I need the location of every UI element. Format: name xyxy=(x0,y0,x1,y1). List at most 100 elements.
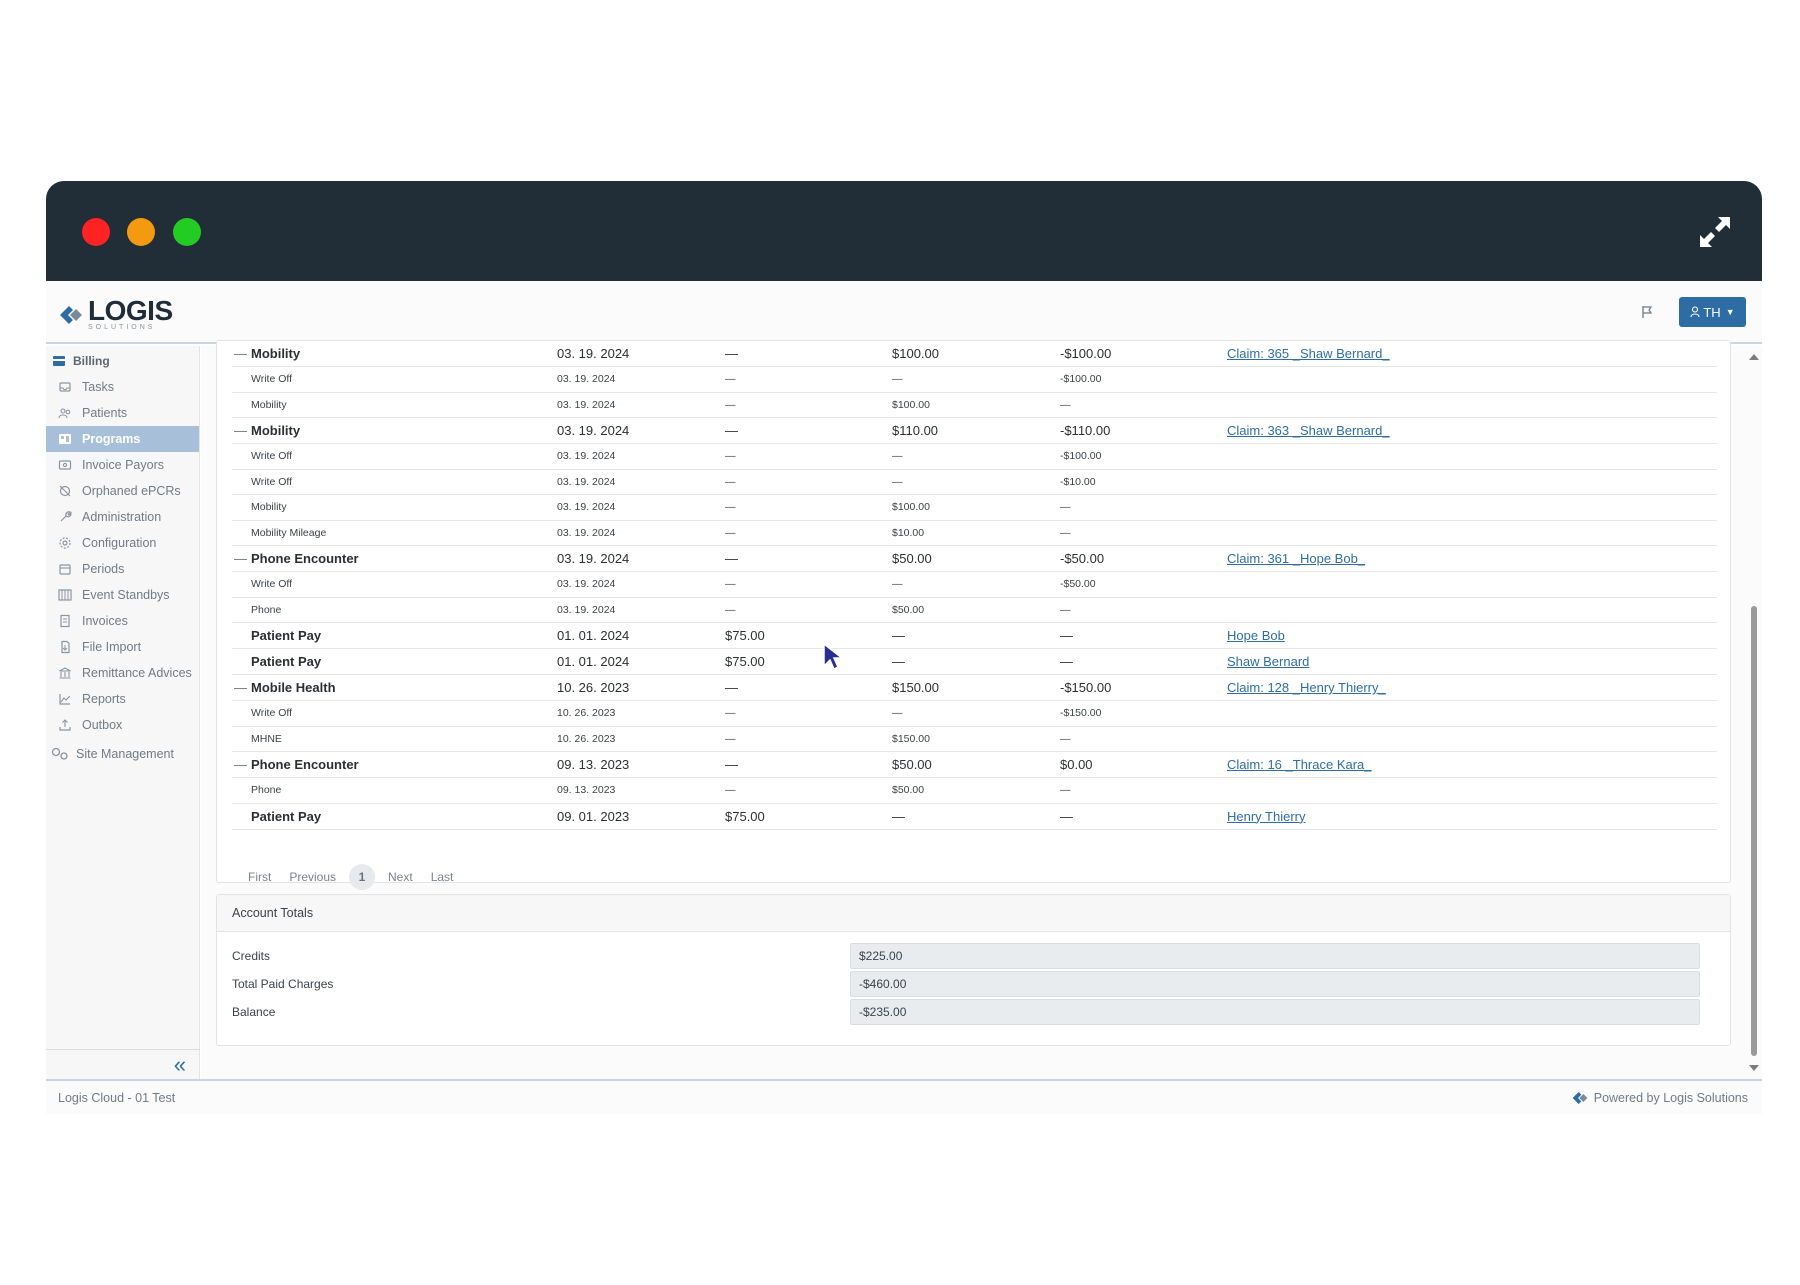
collapse-row-icon[interactable]: — xyxy=(234,757,247,772)
row-credit: — xyxy=(725,450,736,463)
logo-mark-icon xyxy=(60,306,82,324)
wrench-icon xyxy=(58,510,72,524)
sidebar-item-administration[interactable]: Administration xyxy=(46,504,199,530)
collapse-row-icon[interactable]: — xyxy=(234,423,247,438)
sidebar-item-configuration[interactable]: Configuration xyxy=(46,530,199,556)
row-charge: — xyxy=(892,578,903,591)
collapse-row-icon[interactable]: — xyxy=(234,680,247,695)
pager-previous[interactable]: Previous xyxy=(289,870,337,884)
minimize-window-button[interactable] xyxy=(127,218,155,246)
sidebar-item-invoice-payors[interactable]: Invoice Payors xyxy=(46,452,199,478)
row-charge: — xyxy=(892,373,903,386)
sidebar-item-invoices[interactable]: Invoices xyxy=(46,608,199,634)
row-date: 03. 19. 2024 xyxy=(557,603,616,616)
row-paid: — xyxy=(1060,526,1071,539)
total-paid-charges-label: Total Paid Charges xyxy=(232,977,334,991)
sidebar-item-label: Orphaned ePCRs xyxy=(82,484,181,498)
scrollbar-thumb[interactable] xyxy=(1751,606,1757,1056)
row-date: 09. 13. 2023 xyxy=(557,784,616,797)
ledger-row: Patient Pay 01. 01. 2024 $75.00 — — Hope Bob xyxy=(232,623,1717,649)
sidebar-item-tasks[interactable]: Tasks xyxy=(46,374,199,400)
row-charge: $50.00 xyxy=(892,757,932,772)
sidebar-item-programs[interactable]: Programs xyxy=(46,426,199,452)
row-link-cell: Henry Thierry xyxy=(1227,804,1306,829)
patient-link[interactable]: Henry Thierry xyxy=(1227,808,1306,824)
row-credit: — xyxy=(725,526,736,539)
sidebar-item-file-import[interactable]: File Import xyxy=(46,634,199,660)
orphaned-icon xyxy=(58,484,72,498)
row-credit: — xyxy=(725,423,738,438)
sidebar-item-event-standbys[interactable]: Event Standbys xyxy=(46,582,199,608)
claim-link[interactable]: Claim: 361 _Hope Bob_ xyxy=(1227,551,1366,566)
claim-link[interactable]: Claim: 363 _Shaw Bernard_ xyxy=(1227,423,1390,438)
row-date: 01. 01. 2024 xyxy=(557,628,630,643)
row-charge: $50.00 xyxy=(892,551,932,566)
patient-link[interactable]: Shaw Bernard xyxy=(1227,654,1310,669)
row-date: 03. 19. 2024 xyxy=(557,526,616,539)
claim-link[interactable]: Claim: 16 _Thrace Kara_ xyxy=(1227,757,1372,772)
expand-icon[interactable] xyxy=(1696,213,1734,251)
row-paid: — xyxy=(1060,628,1073,643)
row-date: 10. 26. 2023 xyxy=(557,680,630,695)
row-paid: -$150.00 xyxy=(1060,680,1112,695)
sidebar-item-site-management[interactable]: Site Management xyxy=(46,740,199,768)
row-paid: — xyxy=(1060,784,1071,797)
row-date: 03. 19. 2024 xyxy=(557,373,616,386)
sidebar-item-label: Invoice Payors xyxy=(82,458,164,472)
pager-current-page[interactable]: 1 xyxy=(349,864,376,890)
row-date: 03. 19. 2024 xyxy=(557,475,616,488)
user-menu-button[interactable]: TH ▼ xyxy=(1679,297,1746,327)
row-paid: $0.00 xyxy=(1060,757,1093,772)
main-content: — Mobility 03. 19. 2024 — $100.00 -$100.00 Cla… xyxy=(201,340,1762,1079)
sidebar-item-label: Outbox xyxy=(82,718,123,732)
collapse-row-icon[interactable]: — xyxy=(234,551,247,566)
row-description: Patient Pay xyxy=(251,628,322,643)
sidebar-item-periods[interactable]: Periods xyxy=(46,556,199,582)
sidebar-group-billing[interactable]: Billing xyxy=(46,348,199,374)
sidebar-item-label: Invoices xyxy=(82,614,128,628)
row-description: Phone xyxy=(251,603,282,616)
close-window-button[interactable] xyxy=(82,218,110,246)
row-date: 03. 19. 2024 xyxy=(557,551,630,566)
row-credit: — xyxy=(725,475,736,488)
claim-link[interactable]: Claim: 365 _Shaw Bernard_ xyxy=(1227,346,1390,361)
flag-button[interactable] xyxy=(1632,299,1662,325)
row-description: Write Off xyxy=(251,707,293,720)
zoom-window-button[interactable] xyxy=(173,218,201,246)
patient-link[interactable]: Hope Bob xyxy=(1227,628,1285,643)
row-charge: — xyxy=(892,475,903,488)
sidebar-item-remittance-advices[interactable]: Remittance Advices xyxy=(46,660,199,686)
sidebar-item-orphaned-epcrs[interactable]: Orphaned ePCRs xyxy=(46,478,199,504)
sidebar-item-outbox[interactable]: Outbox xyxy=(46,712,199,738)
sidebar-item-reports[interactable]: Reports xyxy=(46,686,199,712)
pager-last[interactable]: Last xyxy=(430,870,454,884)
row-date: 03. 19. 2024 xyxy=(557,501,616,514)
row-credit: — xyxy=(725,501,736,514)
sidebar-item-label: Patients xyxy=(82,406,128,420)
scroll-down-arrow-icon[interactable] xyxy=(1749,1065,1759,1071)
user-initials: TH xyxy=(1703,304,1721,320)
ledger-subrow: MHNE 10. 26. 2023 — $150.00 — xyxy=(232,727,1717,752)
sidebar-item-patients[interactable]: Patients xyxy=(46,400,199,426)
row-credit: — xyxy=(725,398,736,411)
row-paid: — xyxy=(1060,732,1071,745)
row-link-cell: Claim: 16 _Thrace Kara_ xyxy=(1227,752,1372,777)
row-credit: — xyxy=(725,373,736,386)
pager-first[interactable]: First xyxy=(248,870,272,884)
scroll-up-arrow-icon[interactable] xyxy=(1749,354,1759,360)
row-date: 10. 26. 2023 xyxy=(557,732,616,745)
logo[interactable]: LOGIS SOLUTIONS xyxy=(58,295,173,331)
pager-next[interactable]: Next xyxy=(388,870,413,884)
sidebar-item-label: Programs xyxy=(82,432,141,446)
ledger-subrow: Write Off 10. 26. 2023 — — -$150.00 xyxy=(232,701,1717,727)
ledger-row: Patient Pay 01. 01. 2024 $75.00 — — Shaw Bern… xyxy=(232,649,1717,675)
row-charge: — xyxy=(892,808,905,824)
app-header: LOGIS SOLUTIONS TH ▼ xyxy=(46,281,1762,344)
ledger-subrow: Write Off 03. 19. 2024 — — -$50.00 xyxy=(232,572,1717,598)
logo-text: LOGIS xyxy=(88,295,173,326)
vertical-scrollbar[interactable] xyxy=(1746,346,1762,1079)
collapse-sidebar-button[interactable]: « xyxy=(46,1049,200,1079)
claim-link[interactable]: Claim: 128 _Henry Thierry_ xyxy=(1227,680,1386,695)
row-description: Mobility xyxy=(251,501,287,514)
collapse-row-icon[interactable]: — xyxy=(234,346,247,361)
